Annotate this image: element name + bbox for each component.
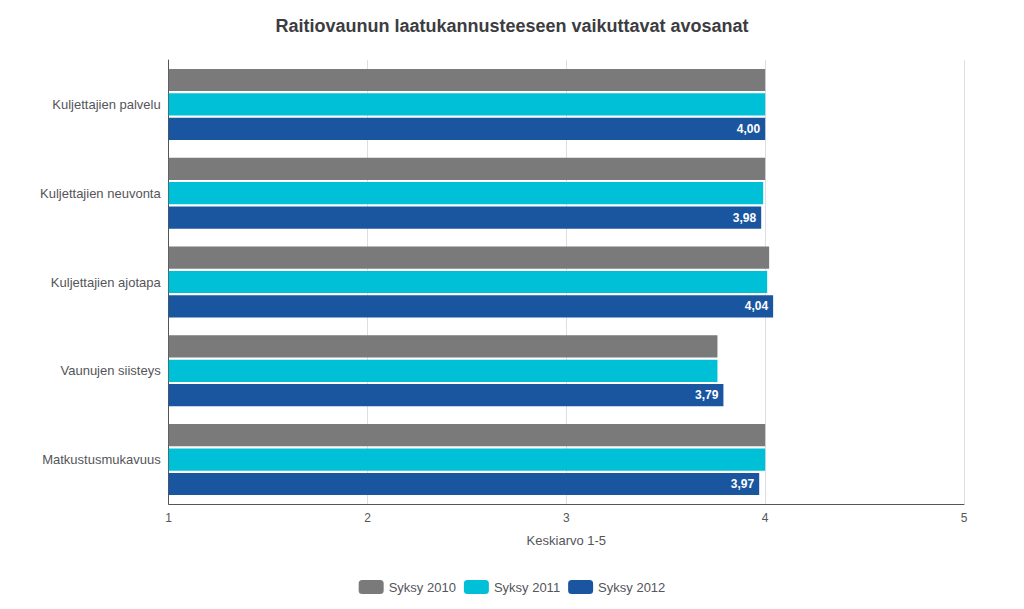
svg-text:3,79: 3,79 bbox=[695, 388, 719, 402]
svg-text:Vaunujen siisteys: Vaunujen siisteys bbox=[60, 363, 161, 378]
svg-text:1: 1 bbox=[165, 511, 172, 525]
svg-text:Kuljettajien palvelu: Kuljettajien palvelu bbox=[52, 97, 160, 112]
svg-text:3: 3 bbox=[563, 511, 570, 525]
svg-text:5: 5 bbox=[961, 511, 968, 525]
svg-text:3,97: 3,97 bbox=[731, 477, 755, 491]
svg-text:2: 2 bbox=[364, 511, 371, 525]
svg-text:Keskiarvo 1-5: Keskiarvo 1-5 bbox=[527, 533, 606, 548]
svg-text:Matkustusmukavuus: Matkustusmukavuus bbox=[42, 452, 161, 467]
svg-text:Syksy 2010: Syksy 2010 bbox=[389, 580, 456, 595]
svg-text:Syksy 2012: Syksy 2012 bbox=[598, 580, 665, 595]
svg-text:Kuljettajien neuvonta: Kuljettajien neuvonta bbox=[40, 186, 161, 201]
svg-text:4,00: 4,00 bbox=[737, 122, 761, 136]
svg-text:Kuljettajien ajotapa: Kuljettajien ajotapa bbox=[51, 275, 162, 290]
svg-text:Syksy 2011: Syksy 2011 bbox=[494, 580, 560, 595]
svg-text:4: 4 bbox=[762, 511, 769, 525]
svg-text:4,04: 4,04 bbox=[745, 299, 769, 313]
svg-text:Raitiovaunun laatukannusteesee: Raitiovaunun laatukannusteeseen vaikutta… bbox=[275, 16, 748, 36]
svg-text:3,98: 3,98 bbox=[733, 211, 757, 225]
